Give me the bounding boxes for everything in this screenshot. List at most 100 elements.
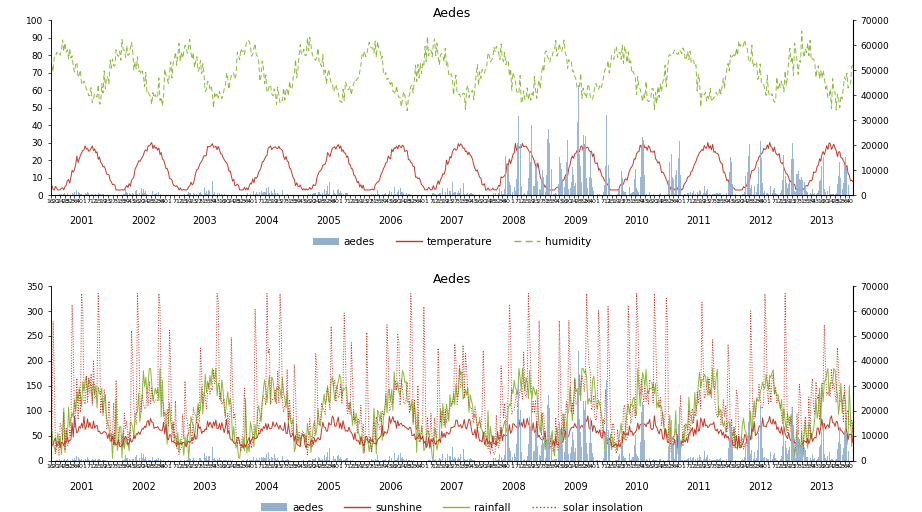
Bar: [464, 459, 465, 461]
Bar: [278, 460, 279, 461]
Bar: [668, 446, 669, 461]
Bar: [139, 458, 140, 461]
Bar: [801, 442, 802, 461]
Bar: [262, 458, 263, 461]
Bar: [272, 458, 274, 461]
Bar: [460, 188, 461, 195]
Bar: [468, 194, 469, 195]
Bar: [509, 182, 510, 195]
Bar: [382, 460, 383, 461]
Bar: [677, 435, 678, 461]
Bar: [531, 125, 533, 195]
Bar: [501, 457, 502, 461]
Bar: [744, 191, 745, 195]
Bar: [391, 458, 392, 461]
Bar: [789, 447, 790, 461]
Bar: [818, 191, 819, 195]
Bar: [269, 459, 270, 461]
Bar: [155, 460, 156, 461]
Bar: [406, 194, 407, 195]
Bar: [567, 140, 568, 195]
Bar: [409, 460, 410, 461]
Bar: [728, 172, 730, 195]
Bar: [825, 193, 826, 195]
Bar: [123, 460, 124, 461]
Bar: [464, 194, 465, 195]
Bar: [568, 455, 570, 461]
Bar: [642, 137, 643, 195]
Bar: [217, 459, 218, 461]
Bar: [815, 460, 817, 461]
Bar: [100, 194, 101, 195]
Bar: [578, 351, 579, 461]
Text: 2008: 2008: [502, 217, 526, 226]
Bar: [698, 460, 699, 461]
Bar: [560, 429, 561, 461]
Bar: [790, 159, 792, 195]
Bar: [255, 458, 257, 461]
Bar: [505, 156, 506, 195]
Bar: [64, 194, 65, 195]
Bar: [80, 194, 81, 195]
Bar: [558, 184, 559, 195]
Bar: [213, 194, 214, 195]
Bar: [695, 194, 696, 195]
Bar: [767, 193, 768, 195]
Bar: [520, 410, 521, 461]
Bar: [548, 395, 550, 461]
Bar: [585, 136, 586, 195]
Bar: [843, 183, 844, 195]
Bar: [759, 433, 760, 461]
Bar: [621, 444, 623, 461]
Bar: [385, 193, 386, 195]
Bar: [217, 193, 218, 195]
Bar: [633, 445, 634, 461]
Bar: [143, 455, 144, 461]
Bar: [66, 193, 68, 195]
Bar: [70, 460, 71, 461]
Bar: [561, 169, 562, 195]
Bar: [77, 191, 78, 195]
Bar: [560, 163, 561, 195]
Bar: [697, 193, 698, 195]
Bar: [453, 459, 454, 461]
Bar: [94, 460, 95, 461]
Bar: [678, 158, 679, 195]
Bar: [503, 459, 504, 461]
Bar: [528, 178, 529, 195]
Bar: [377, 455, 378, 461]
Bar: [473, 460, 474, 461]
Bar: [374, 459, 375, 461]
Bar: [762, 183, 763, 195]
Bar: [543, 177, 544, 195]
Legend: aedes, temperature, humidity: aedes, temperature, humidity: [308, 233, 596, 251]
Bar: [844, 167, 845, 195]
Bar: [144, 459, 145, 461]
Bar: [814, 458, 815, 461]
Bar: [830, 194, 831, 195]
Bar: [617, 460, 618, 461]
Bar: [776, 460, 777, 461]
Bar: [670, 154, 671, 195]
Bar: [78, 193, 79, 195]
Bar: [545, 458, 546, 461]
Bar: [762, 449, 763, 461]
Bar: [206, 191, 207, 195]
Bar: [142, 193, 143, 195]
Bar: [504, 455, 505, 461]
Bar: [374, 194, 375, 195]
Bar: [573, 175, 574, 195]
Bar: [593, 191, 595, 195]
Bar: [640, 177, 641, 195]
Bar: [555, 194, 556, 195]
Bar: [447, 188, 448, 195]
Bar: [751, 185, 752, 195]
Bar: [189, 193, 190, 195]
Bar: [516, 444, 517, 461]
Bar: [127, 193, 128, 195]
Bar: [525, 194, 526, 195]
Bar: [92, 194, 93, 195]
Bar: [539, 190, 541, 195]
Bar: [348, 458, 349, 461]
Bar: [341, 194, 342, 195]
